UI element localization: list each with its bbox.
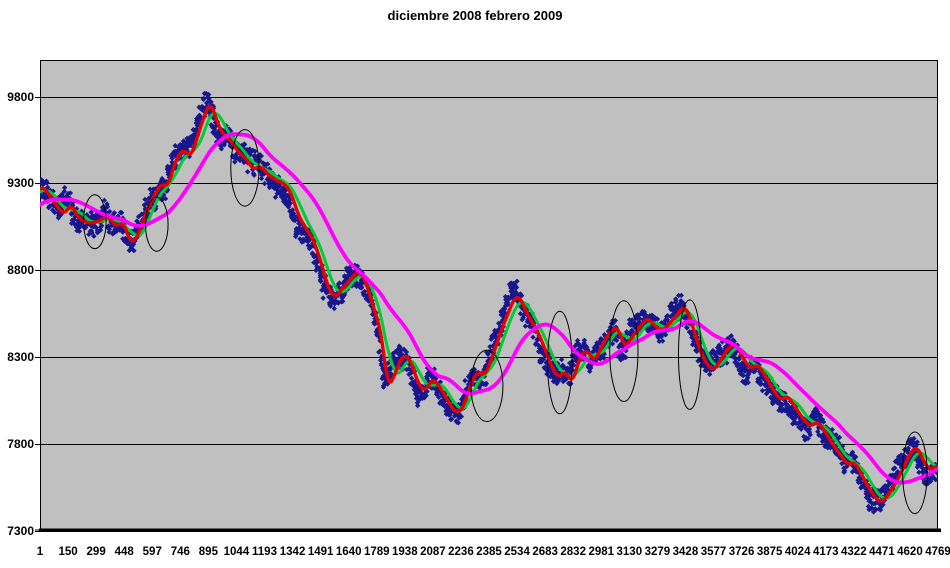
- x-tick-label: 3428: [672, 546, 699, 558]
- x-tick-label: 448: [114, 546, 134, 558]
- y-tick-label: 8300: [7, 350, 34, 365]
- x-tick-label: 3726: [728, 546, 755, 558]
- chart-title: diciembre 2008 febrero 2009: [387, 8, 563, 23]
- x-tick-label: 3577: [700, 546, 727, 558]
- x-tick-label: 4620: [897, 546, 923, 558]
- x-tick-label: 2385: [476, 546, 502, 558]
- x-tick-label: 2236: [448, 546, 474, 558]
- x-tick-label: 1044: [223, 546, 250, 558]
- x-tick-label: 1640: [335, 546, 362, 558]
- x-tick-label: 3130: [616, 546, 643, 558]
- x-tick-label: 2981: [588, 546, 615, 558]
- x-tick-label: 1: [36, 546, 44, 558]
- x-tick-label: 1491: [307, 546, 334, 558]
- x-tick-label: 2087: [420, 546, 446, 558]
- x-tick-label: 746: [170, 546, 190, 558]
- y-tick-label: 7800: [7, 437, 34, 452]
- x-tick-label: 4471: [869, 546, 895, 558]
- x-tick-label: 4322: [841, 546, 867, 558]
- y-tick-label: 9300: [7, 176, 34, 191]
- x-tick-label: 4769: [925, 546, 950, 558]
- x-tick-label: 3279: [644, 546, 671, 558]
- x-tick-label: 150: [58, 546, 78, 558]
- x-tick-label: 4024: [784, 546, 811, 558]
- x-tick-label: 1789: [363, 546, 390, 558]
- x-tick-label: 1193: [252, 546, 277, 558]
- x-tick-label: 895: [198, 546, 218, 558]
- x-tick-label: 3875: [756, 546, 783, 558]
- x-tick-label: 2683: [532, 546, 558, 558]
- y-tick-label: 9800: [7, 89, 34, 104]
- x-tick-label: 597: [142, 546, 162, 558]
- x-tick-label: 1938: [392, 546, 418, 558]
- y-tick-label: 8800: [7, 263, 34, 278]
- x-tick-label: 4173: [812, 546, 839, 558]
- x-tick-label: 1342: [279, 546, 306, 558]
- x-tick-label: 299: [86, 546, 106, 558]
- x-tick-label: 2534: [504, 546, 530, 558]
- y-tick-label: 7300: [7, 524, 34, 538]
- x-tick-label: 2832: [560, 546, 586, 558]
